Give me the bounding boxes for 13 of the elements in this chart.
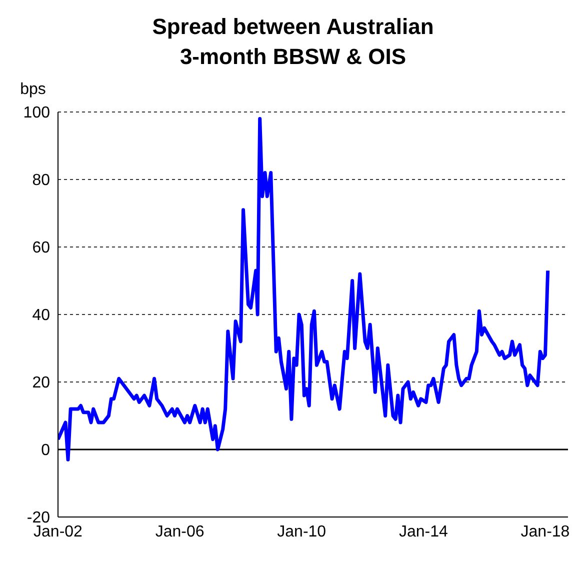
y-tick-label: 0	[41, 442, 50, 460]
y-axis-title: bps	[20, 81, 46, 98]
x-tick-label: Jan-06	[155, 523, 204, 540]
y-tick-label: 80	[32, 172, 50, 190]
y-tick-label: 100	[23, 104, 50, 122]
y-tick-label: 60	[32, 240, 50, 257]
chart-title: Spread between Australian 3-month BBSW & OIS	[151, 13, 435, 71]
x-tick-label: Jan-18	[520, 523, 570, 540]
x-tick-label: Jan-14	[398, 523, 448, 540]
y-tick-label: 20	[32, 374, 50, 392]
x-tick-label: Jan-10	[277, 523, 326, 540]
y-tick-label: 40	[32, 307, 50, 324]
line-series	[58, 117, 550, 462]
